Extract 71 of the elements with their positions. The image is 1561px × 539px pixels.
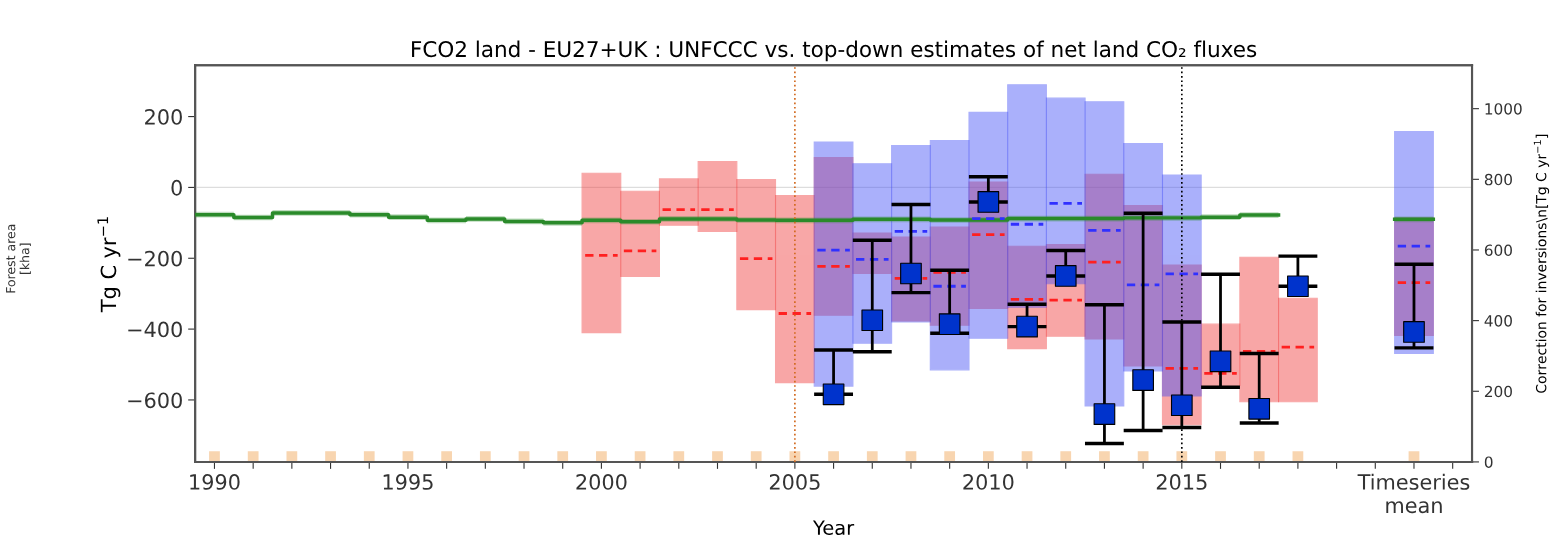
y-tick-label: −400 <box>128 321 182 338</box>
bar <box>581 172 622 334</box>
x-tick-label: 2005 <box>769 474 820 490</box>
x-tick-label: Timeseries mean <box>1357 473 1470 514</box>
y2-axis-title: Correction for inversions\n[Tg C yr$^{−1}$] <box>1533 134 1550 393</box>
point <box>441 451 453 462</box>
point <box>866 451 878 462</box>
bar <box>1161 174 1202 397</box>
y2-tick-label: 200 <box>1484 385 1512 398</box>
y2-tick-label: 0 <box>1484 456 1493 468</box>
point <box>286 451 298 462</box>
point <box>938 313 961 335</box>
bar <box>1084 101 1125 407</box>
bar <box>736 179 777 311</box>
point <box>363 451 375 462</box>
point <box>900 262 922 285</box>
point <box>1215 451 1226 462</box>
y2-tick-label: 800 <box>1484 173 1512 186</box>
point <box>944 451 956 462</box>
point <box>1132 369 1154 391</box>
bar <box>1123 142 1164 372</box>
y-tick-label: −200 <box>128 250 182 267</box>
y2-tick-label: 1000 <box>1485 103 1522 115</box>
x-tick-label: 1990 <box>190 474 240 490</box>
x-tick-label: 2000 <box>576 474 627 490</box>
point <box>1248 397 1271 420</box>
y-axis-title: Tg C yr$^{−1}$ <box>97 217 121 313</box>
x-axis-title: Year <box>812 520 855 536</box>
bar <box>620 190 661 277</box>
point <box>982 451 994 462</box>
point <box>479 451 491 462</box>
point <box>673 451 685 462</box>
point <box>1054 265 1077 287</box>
point <box>596 451 607 462</box>
point <box>247 451 259 462</box>
point <box>1287 275 1309 298</box>
y-tick-label: −600 <box>128 392 182 409</box>
point <box>1099 451 1110 462</box>
bar <box>968 111 1009 339</box>
bar <box>1239 256 1280 403</box>
bar <box>1394 130 1434 355</box>
x-tick-label: 1995 <box>383 474 433 490</box>
point <box>750 451 762 462</box>
bar <box>813 141 854 387</box>
point <box>1253 451 1265 462</box>
bar <box>697 161 738 232</box>
point <box>1170 394 1193 417</box>
y-tick-label: 0 <box>171 179 182 196</box>
point <box>861 309 884 332</box>
text: Forest area [kha] <box>6 224 31 293</box>
bar <box>1277 297 1318 403</box>
point <box>1060 451 1072 462</box>
y2-tick-label: 600 <box>1484 244 1512 256</box>
bar <box>1007 84 1047 308</box>
y2-tick-label: 400 <box>1484 315 1512 327</box>
point <box>977 191 1000 213</box>
point <box>557 451 569 462</box>
point <box>209 451 220 462</box>
point <box>712 451 723 462</box>
point <box>1137 451 1149 462</box>
point <box>1403 321 1425 343</box>
point <box>325 451 336 462</box>
point <box>822 383 845 406</box>
x-tick-label: 2010 <box>963 474 1014 490</box>
point <box>828 451 839 462</box>
chart-title: FCO2 land - EU27+UK : UNFCCC vs. top-down estimates of net land CO₂ fluxes <box>412 40 1257 62</box>
x-tick-label: 2015 <box>1156 474 1207 490</box>
point <box>1016 315 1038 338</box>
y-tick-label: 200 <box>145 109 182 125</box>
bar <box>774 195 815 384</box>
point <box>1093 403 1116 425</box>
